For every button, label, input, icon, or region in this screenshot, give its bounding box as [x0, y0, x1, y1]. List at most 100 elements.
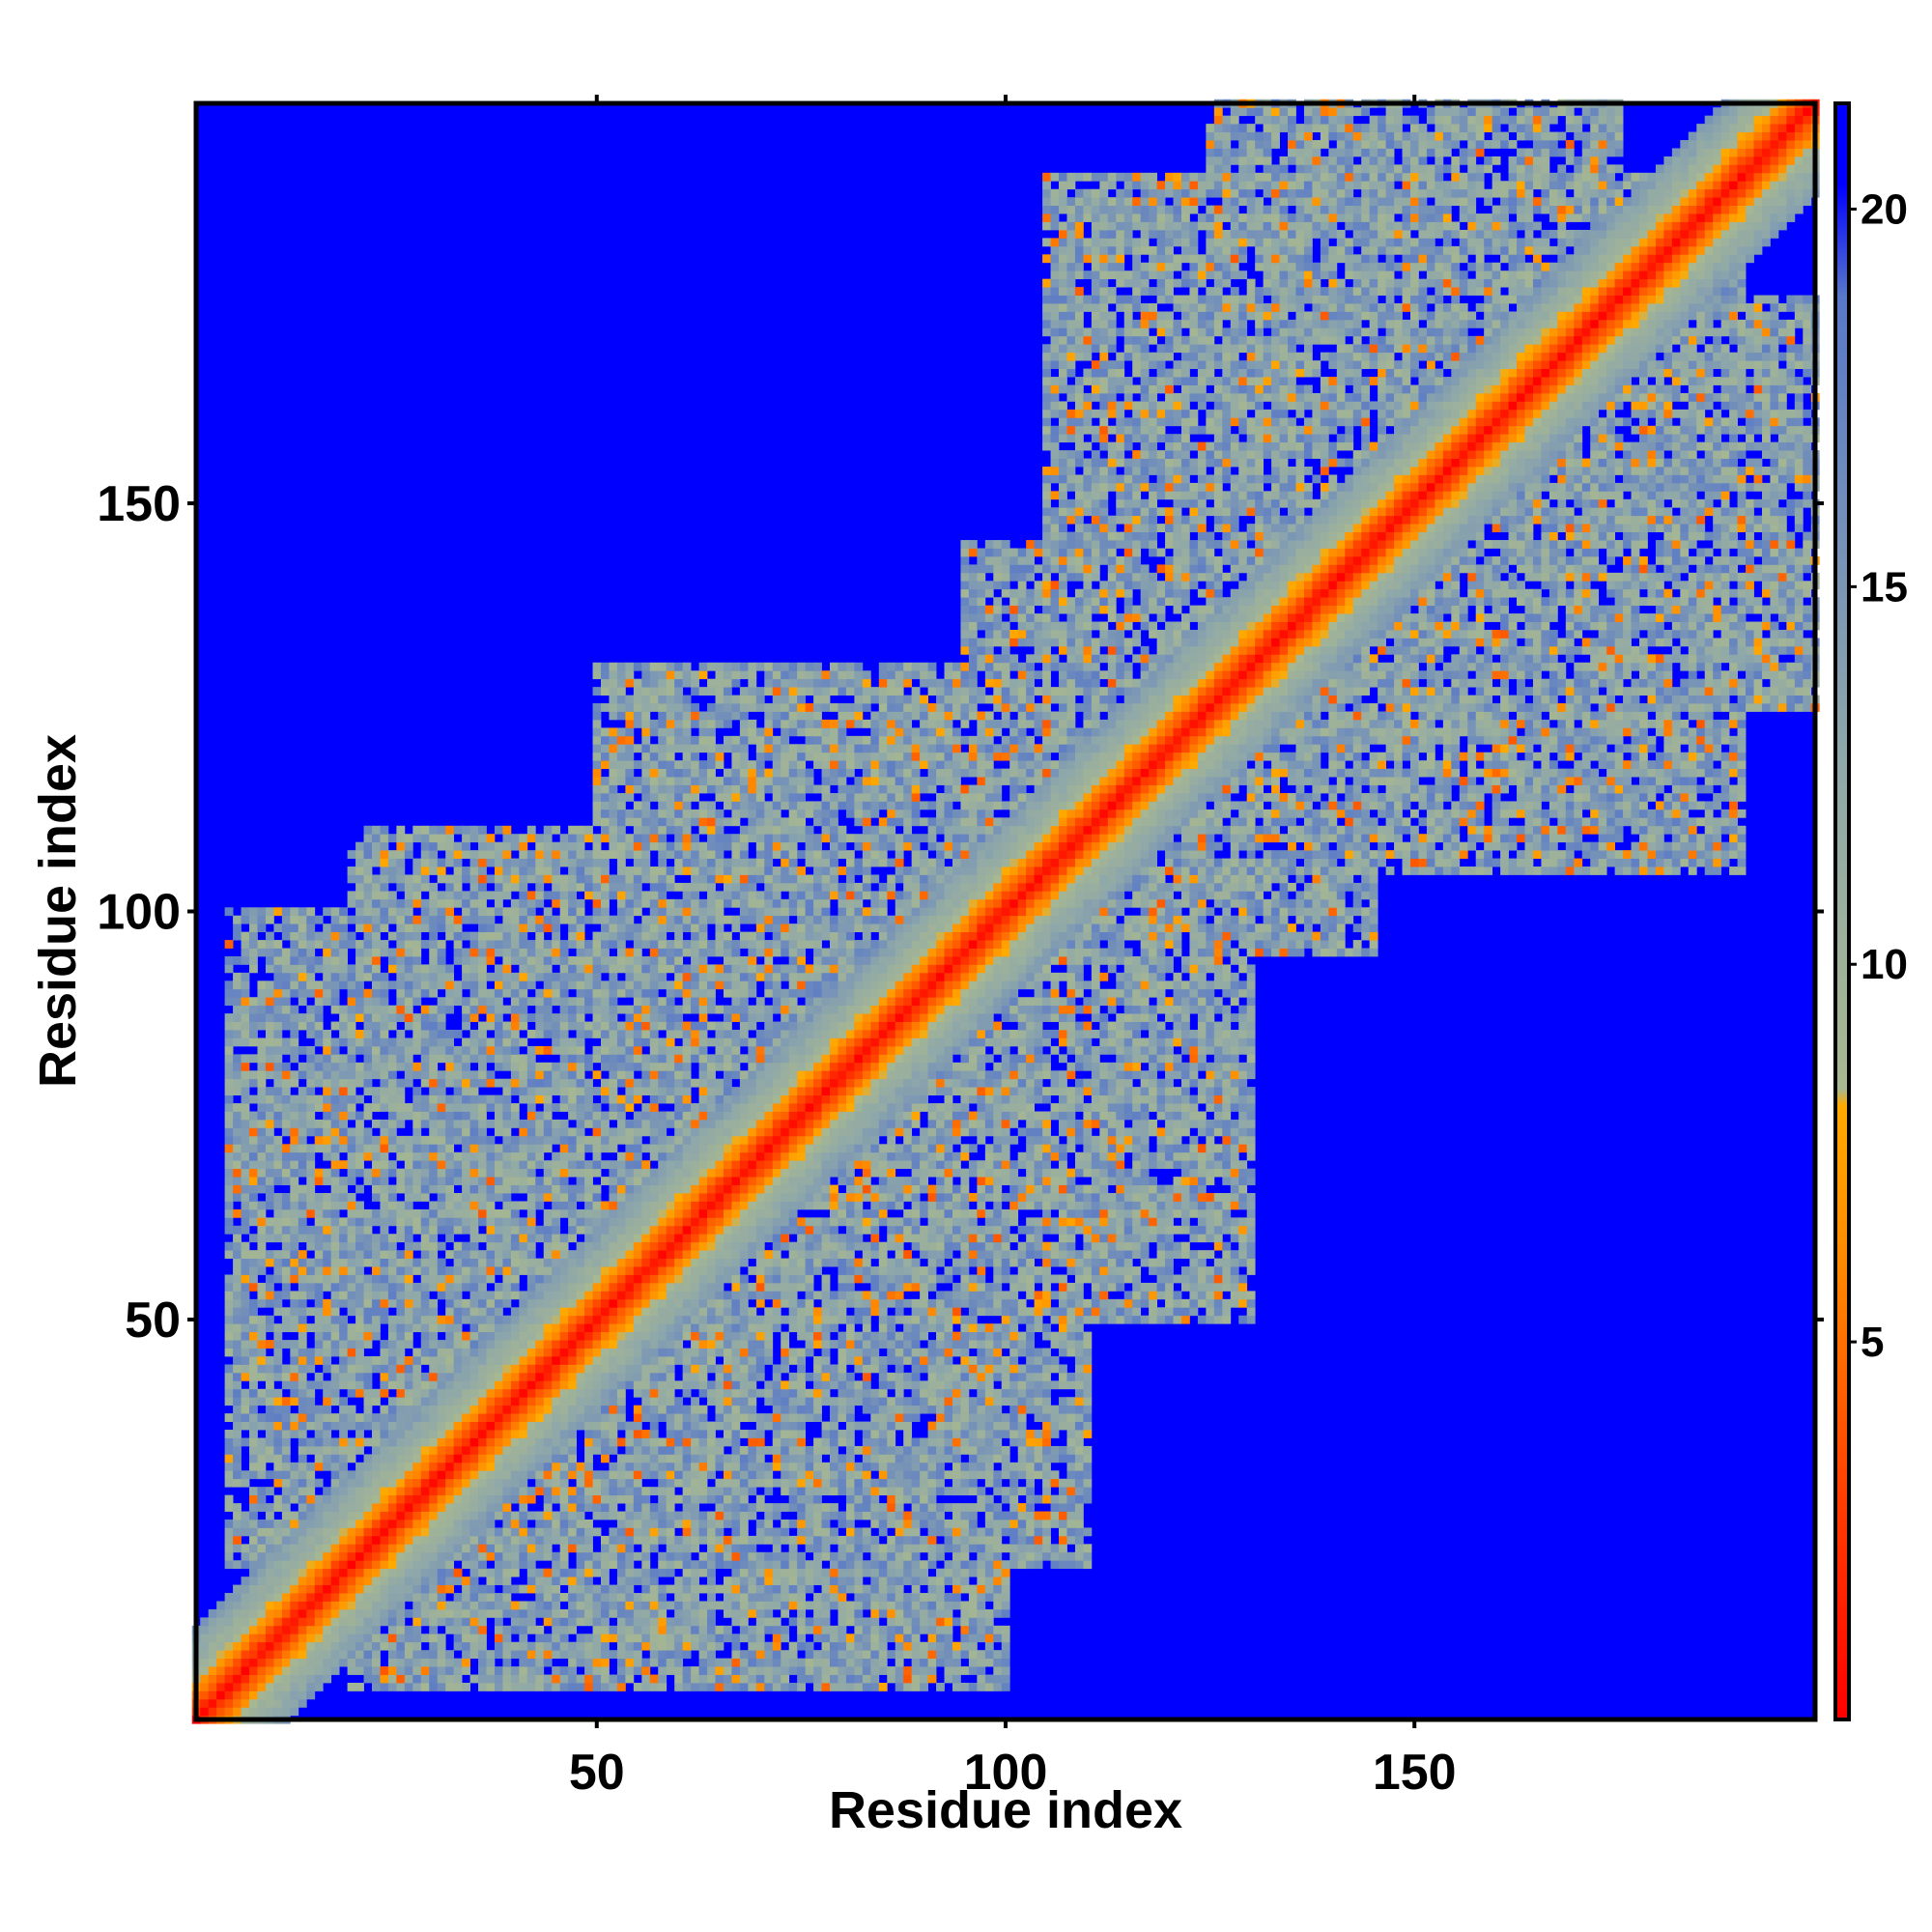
- heatmap-cell: [616, 1184, 626, 1194]
- heatmap-cell: [510, 1608, 520, 1618]
- heatmap-cell: [584, 1658, 593, 1667]
- heatmap-cell: [396, 1380, 406, 1390]
- heatmap-cell: [494, 1307, 503, 1317]
- heatmap-cell: [257, 1323, 267, 1333]
- heatmap-cell: [412, 1103, 422, 1112]
- heatmap-cell: [355, 1608, 364, 1618]
- heatmap-cell: [314, 1094, 324, 1104]
- heatmap-cell: [519, 907, 528, 917]
- heatmap-cell: [437, 1119, 446, 1128]
- heatmap-cell: [609, 1021, 618, 1031]
- heatmap-cell: [306, 1608, 316, 1618]
- heatmap-cell: [429, 972, 439, 981]
- heatmap-cell: [601, 752, 610, 761]
- heatmap-cell: [601, 898, 610, 908]
- heatmap-cell: [306, 1030, 316, 1038]
- heatmap-cell: [412, 1177, 422, 1185]
- heatmap-cell: [363, 1135, 373, 1145]
- heatmap-cell: [478, 867, 487, 875]
- heatmap-cell: [486, 1103, 496, 1112]
- heatmap-cell: [387, 1315, 397, 1324]
- heatmap-cell: [429, 1225, 439, 1235]
- heatmap-cell: [568, 1135, 577, 1145]
- heatmap-cell: [616, 1062, 626, 1071]
- heatmap-cell: [576, 1650, 585, 1660]
- heatmap-cell: [363, 1470, 373, 1480]
- heatmap-cell: [306, 1070, 316, 1080]
- heatmap-cell: [363, 891, 373, 900]
- heatmap-cell: [323, 1070, 332, 1080]
- heatmap-cell: [486, 1119, 496, 1128]
- heatmap-cell: [281, 907, 291, 917]
- heatmap-cell: [616, 907, 626, 917]
- heatmap-cell: [641, 744, 651, 753]
- heatmap-cell: [224, 1380, 234, 1390]
- heatmap-cell: [355, 1470, 364, 1480]
- heatmap-cell: [387, 1201, 397, 1210]
- heatmap-cell: [241, 1168, 250, 1178]
- heatmap-cell: [526, 948, 536, 957]
- heatmap-cell: [396, 1094, 406, 1104]
- heatmap-cell: [494, 1234, 503, 1243]
- heatmap-cell: [641, 997, 651, 1007]
- heatmap-cell: [265, 1160, 274, 1170]
- heatmap-cell: [633, 1298, 642, 1308]
- heatmap-cell: [609, 662, 618, 671]
- heatmap-cell: [224, 1168, 234, 1178]
- heatmap-cell: [609, 670, 618, 680]
- heatmap-cell: [609, 1282, 618, 1292]
- heatmap-cell: [576, 964, 585, 974]
- heatmap-cell: [543, 1127, 553, 1137]
- heatmap-cell: [445, 1037, 455, 1047]
- heatmap-cell: [323, 1340, 332, 1349]
- heatmap-cell: [437, 1478, 446, 1488]
- heatmap-cell: [510, 1217, 520, 1227]
- heatmap-cell: [330, 1094, 340, 1104]
- heatmap-cell: [412, 1298, 422, 1308]
- heatmap-cell: [420, 1184, 430, 1194]
- heatmap-cell: [526, 1030, 536, 1038]
- heatmap-cell: [633, 1307, 642, 1317]
- heatmap-cell: [380, 1478, 389, 1488]
- heatmap-cell: [641, 834, 651, 843]
- heatmap-cell: [568, 940, 577, 949]
- heatmap-cell: [265, 1437, 274, 1447]
- heatmap-cell: [552, 1208, 561, 1218]
- heatmap-cell: [355, 1445, 364, 1455]
- heatmap-cell: [601, 1013, 610, 1022]
- heatmap-cell: [380, 1103, 389, 1112]
- heatmap-cell: [584, 1111, 593, 1121]
- heatmap-cell: [355, 1380, 364, 1390]
- heatmap-cell: [535, 1291, 545, 1300]
- heatmap-cell: [233, 1298, 242, 1308]
- heatmap-cell: [371, 948, 381, 957]
- heatmap-cell: [355, 1291, 364, 1300]
- heatmap-cell: [330, 1127, 340, 1137]
- heatmap-cell: [478, 1494, 487, 1504]
- heatmap-cell: [502, 1274, 512, 1284]
- heatmap-cell: [502, 1560, 512, 1570]
- heatmap-cell: [616, 1298, 626, 1308]
- heatmap-cell: [469, 1437, 479, 1447]
- heatmap-cell: [502, 940, 512, 949]
- heatmap-cell: [363, 1560, 373, 1570]
- heatmap-cell: [568, 850, 577, 859]
- heatmap-cell: [420, 1274, 430, 1284]
- heatmap-cell: [387, 1045, 397, 1055]
- heatmap-cell: [568, 1151, 577, 1161]
- heatmap-cell: [535, 1356, 545, 1365]
- heatmap-cell: [462, 1445, 470, 1455]
- heatmap-cell: [478, 1168, 487, 1178]
- heatmap-cell: [420, 1421, 430, 1431]
- heatmap-cell: [486, 1544, 496, 1553]
- heatmap-cell: [552, 1608, 561, 1618]
- heatmap-cell: [616, 1315, 626, 1324]
- heatmap-cell: [616, 1577, 626, 1585]
- heatmap-cell: [609, 1445, 618, 1455]
- heatmap-cell: [420, 1217, 430, 1227]
- heatmap-cell: [552, 1380, 561, 1390]
- heatmap-cell: [429, 1078, 439, 1088]
- heatmap-cell: [314, 1617, 324, 1627]
- heatmap-cell: [535, 834, 545, 843]
- heatmap-cell: [208, 1658, 217, 1667]
